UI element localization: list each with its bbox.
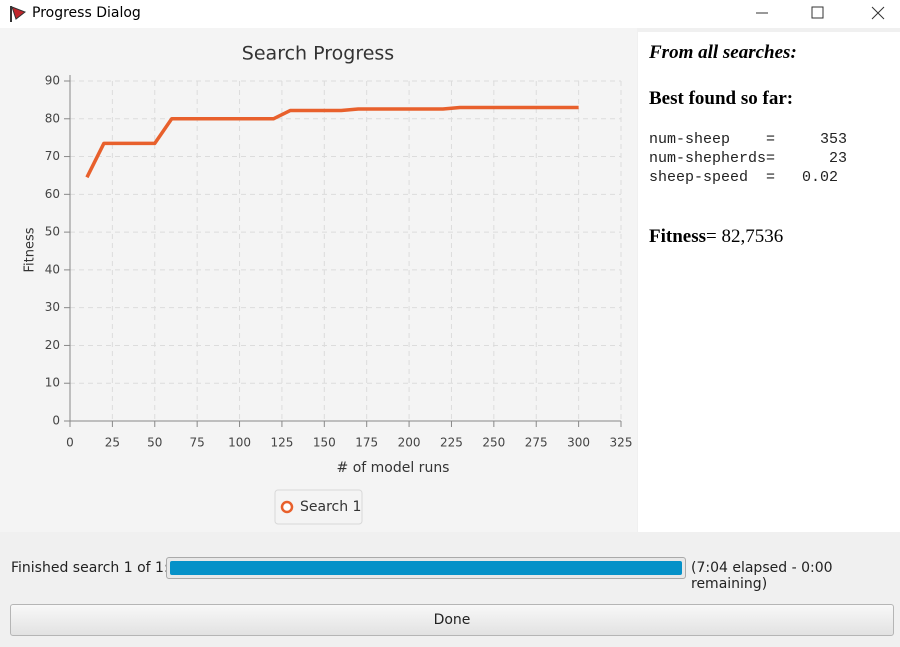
x-tick-label: 25	[105, 436, 120, 450]
series-line	[85, 105, 579, 179]
legend-box	[274, 489, 363, 525]
title-bar: Progress Dialog	[0, 0, 900, 28]
y-tick-label: 50	[45, 225, 60, 239]
close[interactable]	[871, 6, 885, 20]
y-tick-label: 10	[45, 376, 60, 390]
x-tick-label: 275	[525, 436, 548, 450]
x-tick-label: 100	[228, 436, 251, 450]
results-panel: From all searches: Best found so far: nu…	[638, 32, 900, 532]
x-tick-label: 200	[398, 436, 421, 450]
param-line: sheep-speed = 0.02	[649, 169, 839, 186]
y-tick-label: 70	[45, 149, 60, 163]
legend-label: Search 1	[300, 499, 361, 515]
x-tick-label: 325	[610, 436, 633, 450]
x-tick-label: 125	[270, 436, 293, 450]
chart-title: Search Progress	[242, 43, 394, 65]
y-tick-label: 80	[45, 111, 60, 125]
y-axis-label: Fitness	[23, 227, 38, 272]
time-text: (7:04 elapsed - 0:00 remaining)	[691, 560, 833, 592]
x-tick-label: 0	[66, 436, 74, 450]
done-button[interactable]: Done	[10, 604, 894, 636]
y-tick-label: 40	[45, 262, 60, 276]
x-tick-label: 250	[482, 436, 505, 450]
fitness: Fitness= 82,7536	[649, 226, 783, 248]
status-label: Finished search 1 of 1:	[11, 560, 169, 576]
x-tick-label: 225	[440, 436, 463, 450]
progress-fill	[170, 561, 682, 575]
chart: Search Progress # of model runs Fitness …	[0, 28, 637, 532]
maximize[interactable]	[811, 6, 824, 19]
param-line: num-shepherds= 23	[649, 150, 848, 167]
y-tick-label: 30	[45, 300, 60, 314]
fitness-label: Fitness	[649, 226, 706, 247]
app-icon	[10, 6, 27, 22]
y-tick-label: 90	[45, 74, 60, 88]
x-tick-label: 300	[567, 436, 590, 450]
x-axis-label: # of model runs	[337, 460, 450, 476]
results-heading: From all searches:	[649, 42, 797, 63]
x-tick-label: 50	[147, 436, 162, 450]
progress-bar	[166, 557, 686, 579]
y-tick-label: 0	[52, 414, 60, 428]
results-subheading: Best found so far:	[649, 88, 794, 109]
window-controls[interactable]	[740, 0, 900, 28]
legend-marker	[280, 500, 294, 514]
fitness-value: = 82,7536	[706, 226, 784, 247]
window-title: Progress Dialog	[32, 5, 141, 21]
y-tick-label: 20	[45, 338, 60, 352]
x-tick-label: 150	[313, 436, 336, 450]
x-tick-label: 75	[190, 436, 205, 450]
params: num-sheep = 353 num-shepherds= 23 sheep-sp…	[649, 130, 847, 187]
x-tick-label: 175	[355, 436, 378, 450]
param-line: num-sheep = 353	[649, 131, 848, 148]
y-tick-label: 60	[45, 187, 60, 201]
